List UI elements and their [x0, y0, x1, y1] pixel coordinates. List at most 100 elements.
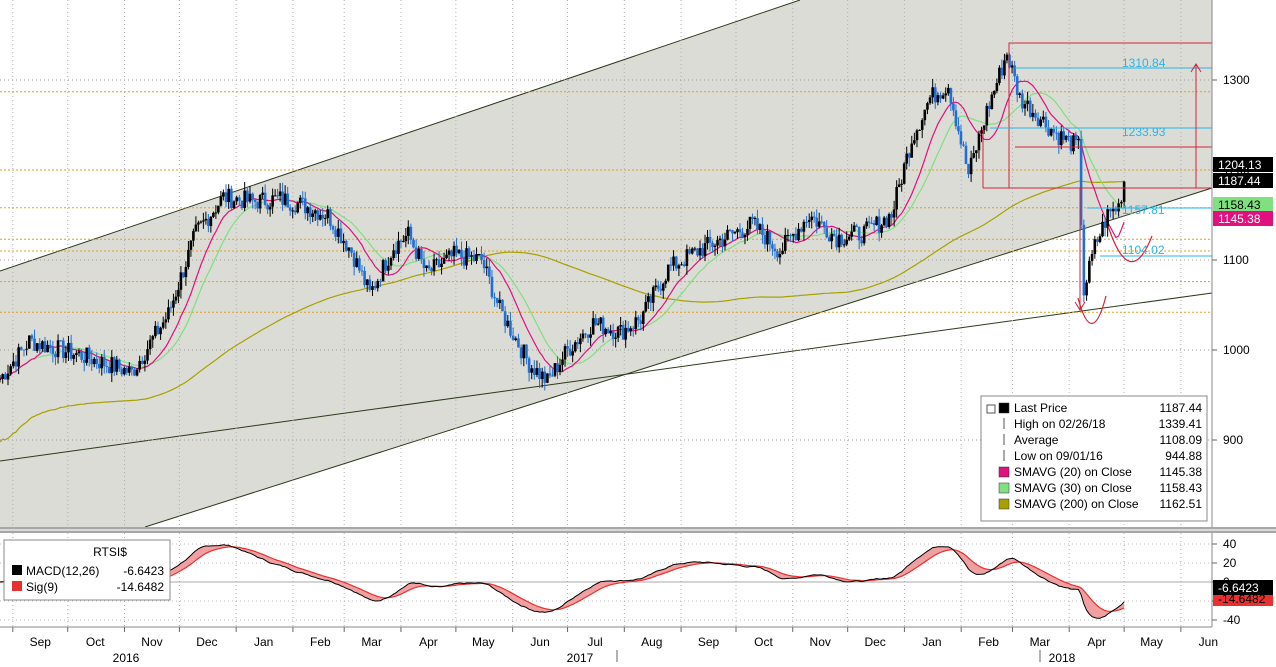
candle-body: [969, 157, 973, 175]
candle-body: [693, 248, 697, 250]
candle-body: [880, 225, 883, 233]
legend-label: Low on 09/01/16: [1014, 449, 1103, 463]
candle-body: [112, 357, 116, 372]
candle-body: [967, 164, 970, 175]
candle-body: [298, 197, 302, 203]
candle-body: [579, 338, 582, 345]
candle-body: [490, 276, 494, 298]
candle-body: [703, 243, 707, 256]
candle-body: [1005, 54, 1009, 61]
candle-body: [339, 228, 343, 244]
candle-body: [43, 341, 47, 353]
candle-body: [51, 347, 55, 354]
candle-body: [1028, 100, 1032, 117]
legend-label: High on 02/26/18: [1014, 417, 1106, 431]
candle-body: [538, 368, 541, 380]
candle-body: [718, 238, 722, 241]
legend-value: 1187.44: [1160, 401, 1203, 415]
legend-swatch: [998, 482, 1010, 494]
candle-body: [835, 236, 838, 248]
candle-body: [522, 344, 526, 359]
candle-body: [450, 250, 453, 257]
candle-body: [928, 97, 932, 104]
candle-body: [1031, 112, 1035, 117]
y-tick-label: 1000: [1223, 343, 1250, 357]
legend-swatch: [998, 466, 1010, 478]
candle-body: [629, 328, 633, 332]
candle-body: [110, 357, 114, 374]
candle-body: [140, 360, 144, 364]
candle-body: [619, 325, 622, 327]
candle-body: [261, 192, 264, 195]
legend-value: 1158.43: [1160, 481, 1203, 495]
candle-body: [611, 330, 615, 339]
candle-body: [276, 195, 279, 197]
candle-body: [435, 259, 438, 261]
candle-body: [726, 229, 729, 240]
candle-body: [41, 341, 44, 350]
candle-body: [1, 374, 4, 379]
candle-body: [199, 221, 203, 223]
macd-line: [0, 544, 1125, 619]
candle-body: [947, 87, 950, 94]
candle-body: [82, 359, 86, 363]
candle-body: [783, 235, 787, 251]
candle-body: [148, 339, 152, 350]
price-tag-label: 1187.44: [1218, 174, 1261, 188]
candle-body: [156, 325, 160, 335]
candle-body: [184, 267, 188, 278]
month-label: Feb: [310, 635, 331, 649]
candle-body: [519, 347, 523, 359]
candle-body: [959, 131, 963, 145]
candle-body: [661, 283, 665, 291]
candle-body: [581, 333, 585, 339]
candle-body: [373, 286, 377, 289]
candle-body: [756, 218, 759, 230]
candle-body: [664, 280, 668, 284]
candle-body: [219, 196, 223, 206]
candle-body: [1101, 221, 1104, 237]
candle-body: [964, 145, 968, 165]
candle-body: [482, 259, 486, 269]
candle-body: [867, 221, 871, 223]
level-label: 1233.93: [1122, 125, 1166, 139]
candle-body: [465, 248, 468, 266]
candle-body: [197, 222, 200, 225]
candle-body: [336, 228, 340, 237]
candle-body: [475, 254, 478, 261]
macd-tag: [1213, 580, 1273, 595]
price-tag: [1213, 197, 1273, 212]
macd-legend-label: MACD(12,26): [26, 564, 99, 578]
candle-body: [672, 256, 675, 266]
candle-body: [271, 195, 274, 207]
month-label: Apr: [1087, 635, 1106, 649]
candle-body: [135, 369, 139, 376]
candle-body: [624, 327, 627, 340]
candle-body: [130, 366, 134, 370]
candle-body: [258, 194, 262, 209]
candle-body: [982, 125, 986, 131]
candle-body: [115, 359, 119, 372]
candle-body: [389, 258, 393, 266]
legend-toggle[interactable]: [986, 404, 996, 414]
candle-body: [414, 247, 418, 259]
candle-body: [90, 359, 94, 365]
candle-body: [266, 204, 269, 210]
candle-body: [100, 356, 104, 369]
legend-swatch: [998, 402, 1010, 414]
candle-body: [432, 259, 436, 272]
candle-body: [227, 188, 230, 203]
candle-body: [773, 248, 777, 252]
candle-body: [988, 105, 991, 110]
candle-body: [240, 200, 244, 208]
candle-body: [1059, 131, 1063, 146]
candle-body: [75, 353, 78, 355]
candle-body: [467, 248, 471, 257]
legend-label: SMAVG (20) on Close: [1014, 465, 1132, 479]
candle-body: [80, 351, 83, 360]
time-axis: Sep Oct Nov Dec Jan Feb Mar Apr May Jun Jul Aug Sep O…: [12, 627, 1218, 665]
candle-body: [291, 210, 295, 212]
month-label: Jan: [922, 635, 941, 649]
month-label: May: [472, 635, 495, 649]
candle-body: [1077, 138, 1080, 141]
